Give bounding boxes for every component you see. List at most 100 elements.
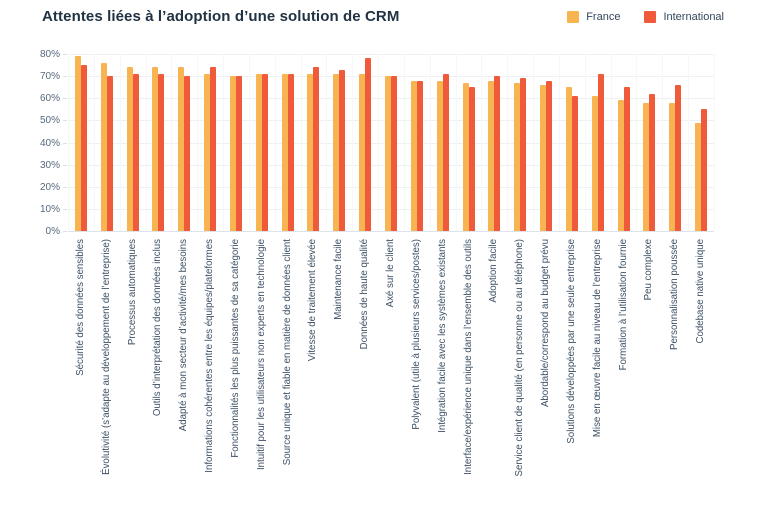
category-separator [533,54,535,231]
bar-france-18 [540,84,547,231]
bar-international-7 [261,73,268,231]
category-separator [300,54,302,231]
bar-international-3 [158,73,165,231]
y-tick-mark [63,120,67,122]
category-separator [636,54,638,231]
bar-international-8 [287,73,294,231]
category-separator [274,54,276,231]
x-axis-label-13: Polyvalent (utile à plusieurs services/p… [410,239,422,430]
bar-france-14 [436,80,443,231]
category-separator [145,54,147,231]
bar-france-4 [178,67,185,231]
bar-international-12 [391,76,397,231]
plot-area: 0% 10% 20% 30% 40% 50% 60% 70% 80% [40,50,715,237]
bar-international-10 [339,69,346,231]
bar-france-7 [255,73,262,231]
x-axis-label-14: Intégration facile avec les systèmes exi… [436,239,448,433]
category-separator [610,54,612,231]
x-axis-label-18: Abordable/correspond au budget prévu [540,239,552,408]
legend: France International [567,11,724,23]
bar-international-21 [623,87,630,231]
y-tick-mark [63,208,67,210]
bar-france-16 [488,80,495,231]
bar-france-24 [695,122,702,231]
x-axis-label-5: Informations cohérentes entre les équipe… [204,239,216,473]
y-tick-mark [63,98,67,100]
chart-title: Attentes liées à l’adoption d’une soluti… [42,8,400,25]
bar-france-1 [100,62,107,231]
bar-france-22 [643,102,650,231]
category-separator [171,54,173,231]
bar-international-23 [675,84,682,231]
bar-international-13 [416,80,423,231]
y-tick-mark [63,231,67,232]
category-separator [507,54,509,231]
y-tick-mark [63,54,67,55]
bar-international-9 [313,67,320,231]
x-axis-label-11: Données de haute qualité [359,239,371,350]
x-axis-label-17: Service client de qualité (en personne o… [514,239,526,477]
category-separator [688,54,690,231]
category-separator [455,54,457,231]
category-separator [429,54,431,231]
bar-france-6 [229,76,236,231]
x-axis-label-1: Évolutivité (s’adapte au développement d… [100,239,112,475]
bar-international-0 [80,65,87,231]
legend-item-france: France [567,11,620,23]
y-tick-mark [63,76,67,78]
bar-france-3 [152,67,159,231]
y-tick-label-70: 70% [39,71,60,83]
x-axis-label-15: Interface/expérience unique dans l’ensem… [462,239,474,475]
legend-label-international: International [663,11,724,23]
france-color-swatch-icon [567,11,580,23]
gridline-0 [68,231,714,232]
category-separator [714,54,715,231]
x-axis-label-19: Solutions développées par une seule entr… [566,239,578,444]
bar-france-10 [333,73,340,231]
bar-france-12 [385,76,391,231]
bar-france-0 [74,56,81,231]
x-axis-label-10: Maintenance facile [333,239,345,320]
x-axis-label-0: Sécurité des données sensibles [75,239,87,376]
y-tick-label-50: 50% [39,115,60,127]
x-axis-label-7: Intuitif pour les utilisateurs non exper… [255,239,267,471]
category-separator [584,54,586,231]
bar-international-11 [365,58,372,231]
bar-international-19 [571,96,578,231]
y-tick-label-20: 20% [39,181,60,193]
bar-france-5 [204,73,211,231]
bar-france-13 [410,80,417,231]
x-axis-label-3: Outils d’interprétation des données incl… [152,239,164,417]
x-axis-label-20: Mise en œuvre facile au niveau de l’entr… [591,239,603,438]
y-tick-mark [63,164,67,166]
x-axis-label-8: Source unique et fiable en matière de do… [281,239,293,466]
legend-label-france: France [586,11,621,23]
bar-international-20 [597,73,604,231]
legend-item-international: International [644,11,724,23]
bar-france-8 [281,73,288,231]
bar-international-17 [520,78,527,231]
category-separator [197,54,199,231]
y-tick-label-60: 60% [39,93,60,105]
x-axis-label-16: Adoption facile [488,239,500,303]
y-tick-label-40: 40% [39,137,60,149]
category-separator [378,54,380,231]
x-axis-labels: Sécurité des données sensibles Évolutivit… [68,239,714,523]
y-tick-label-0: 0% [45,226,60,237]
bar-international-18 [546,80,553,231]
bar-france-23 [669,102,676,231]
y-tick-label-10: 10% [39,203,60,215]
category-separator [223,54,225,231]
category-separator [93,54,95,231]
bar-international-1 [106,76,113,231]
international-color-swatch-icon [644,11,657,23]
bar-international-22 [649,93,656,231]
bar-france-11 [359,73,366,231]
x-axis-label-6: Fonctionnalités les plus puissantes de s… [230,239,242,458]
category-separator [481,54,483,231]
category-separator [119,54,121,231]
bar-international-2 [132,73,139,231]
bar-international-5 [210,67,217,231]
category-separator [662,54,664,231]
y-tick-mark [63,142,67,144]
